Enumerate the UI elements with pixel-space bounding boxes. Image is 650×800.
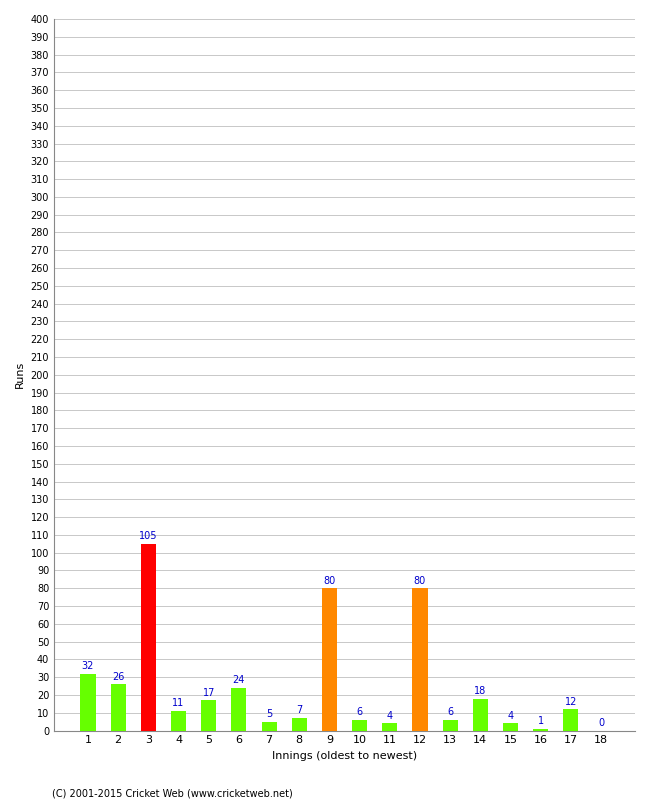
Bar bbox=[413, 588, 428, 730]
Text: 32: 32 bbox=[82, 661, 94, 671]
Text: 5: 5 bbox=[266, 709, 272, 719]
Text: 105: 105 bbox=[139, 531, 157, 541]
Bar bbox=[231, 688, 246, 730]
Text: 4: 4 bbox=[508, 710, 514, 721]
Text: 7: 7 bbox=[296, 706, 302, 715]
Text: 11: 11 bbox=[172, 698, 185, 708]
Bar bbox=[322, 588, 337, 730]
Bar bbox=[564, 710, 578, 730]
Text: 12: 12 bbox=[565, 697, 577, 706]
Bar bbox=[171, 711, 186, 730]
Y-axis label: Runs: Runs bbox=[15, 361, 25, 389]
Text: 17: 17 bbox=[203, 688, 215, 698]
Text: 26: 26 bbox=[112, 672, 124, 682]
Bar bbox=[111, 684, 125, 730]
Bar bbox=[473, 698, 488, 730]
Text: 24: 24 bbox=[233, 675, 245, 686]
Bar bbox=[443, 720, 458, 730]
Bar bbox=[261, 722, 277, 730]
Text: 6: 6 bbox=[447, 707, 453, 718]
Bar bbox=[292, 718, 307, 730]
Text: 6: 6 bbox=[357, 707, 363, 718]
Text: 80: 80 bbox=[323, 575, 335, 586]
Bar bbox=[141, 544, 156, 730]
Bar bbox=[533, 729, 548, 730]
Text: 1: 1 bbox=[538, 716, 544, 726]
X-axis label: Innings (oldest to newest): Innings (oldest to newest) bbox=[272, 751, 417, 761]
Text: 4: 4 bbox=[387, 710, 393, 721]
Text: 80: 80 bbox=[414, 575, 426, 586]
Text: 18: 18 bbox=[474, 686, 486, 696]
Bar bbox=[201, 700, 216, 730]
Text: 0: 0 bbox=[598, 718, 604, 728]
Text: (C) 2001-2015 Cricket Web (www.cricketweb.net): (C) 2001-2015 Cricket Web (www.cricketwe… bbox=[52, 788, 292, 798]
Bar bbox=[81, 674, 96, 730]
Bar bbox=[352, 720, 367, 730]
Bar bbox=[382, 723, 397, 730]
Bar bbox=[503, 723, 518, 730]
